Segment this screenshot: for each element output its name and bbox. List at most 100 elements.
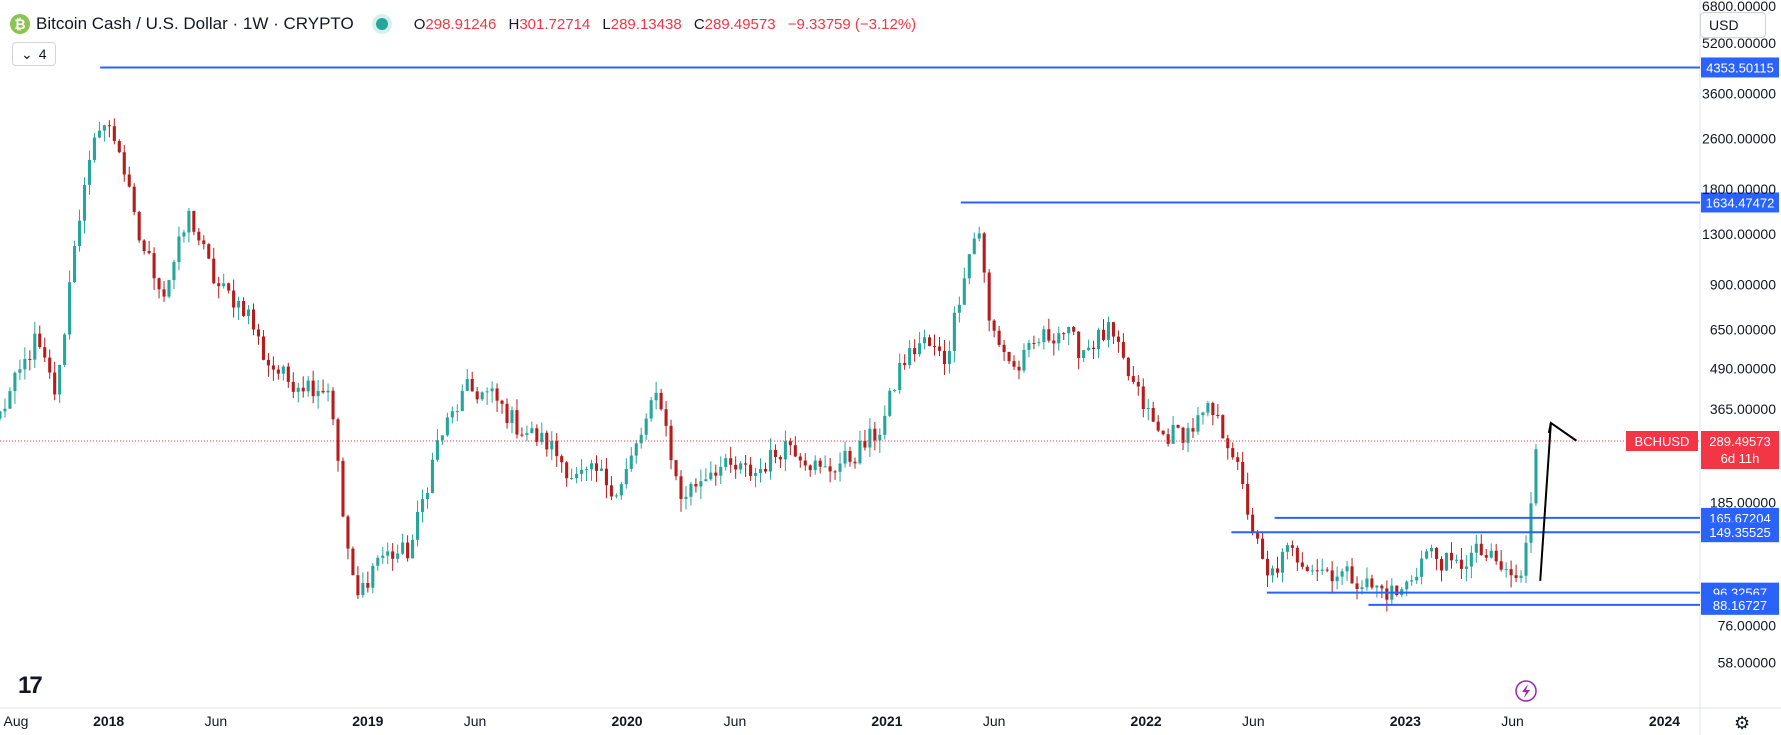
candle-body	[1231, 448, 1235, 458]
candle-body	[585, 469, 589, 471]
time-tick-label: Jun	[205, 713, 228, 729]
candle-body	[768, 449, 773, 472]
candle-body	[1241, 461, 1245, 485]
level-price-tag	[1701, 594, 1779, 615]
price-tick-label: 58.00000	[1718, 655, 1777, 671]
last-price-line: BCHUSD 289.49573 6d 11h	[0, 430, 1779, 469]
candle-body	[1360, 587, 1364, 590]
candle-body	[58, 364, 62, 395]
candle-body	[460, 390, 464, 412]
candle-body	[1072, 326, 1076, 332]
candle-body	[684, 496, 688, 499]
candle-body	[1300, 562, 1304, 567]
candle-body	[107, 125, 111, 127]
candle-body	[664, 409, 668, 426]
candle-body	[1330, 570, 1334, 582]
candle-body	[833, 471, 837, 473]
candle-body	[873, 428, 877, 441]
candle-body	[1151, 408, 1155, 422]
candle-body	[232, 290, 236, 308]
candle-body	[227, 283, 231, 291]
price-tick-label: 2600.00000	[1702, 130, 1776, 146]
candle-body	[1186, 428, 1190, 443]
candle-body	[863, 440, 867, 448]
candle-body	[1469, 552, 1473, 567]
candle-body	[97, 130, 101, 138]
candle-body	[932, 345, 937, 347]
candle-body	[1156, 421, 1160, 431]
level-price-tag	[1701, 522, 1779, 543]
candle-body	[1206, 403, 1210, 413]
candle-body	[505, 403, 509, 424]
candle-body	[1310, 570, 1314, 572]
candle-body	[485, 391, 489, 393]
candle-body	[147, 250, 151, 254]
candle-body	[908, 348, 912, 366]
candle-body	[1459, 559, 1463, 569]
time-axis: Aug 2018 Jun 2019 Jun 2020 Jun 2021 Jun 2022 Jun 20…	[4, 713, 1681, 729]
candle-body	[1295, 547, 1299, 563]
candle-body	[709, 472, 713, 480]
candle-body	[102, 125, 106, 131]
candle-body	[1509, 569, 1513, 576]
symbol-title[interactable]: Bitcoin Cash / U.S. Dollar · 1W · CRYPTO	[36, 14, 354, 33]
market-status-icon[interactable]	[375, 18, 388, 30]
time-tick-label: Jun	[724, 713, 747, 729]
candle-body	[157, 278, 161, 290]
candle-body	[1002, 344, 1006, 353]
candle-body	[381, 555, 385, 558]
level-price-label: 1634.47472	[1706, 195, 1775, 210]
candle-body	[1454, 559, 1458, 561]
candle-body	[1395, 585, 1399, 596]
candle-body	[818, 460, 822, 467]
candle-body	[77, 220, 82, 247]
candle-body	[1275, 568, 1280, 573]
gear-icon[interactable]: ⚙	[1734, 713, 1751, 733]
price-tick-label: 3600.00000	[1702, 86, 1776, 102]
indicators-toggle[interactable]: ⌄ 4	[12, 42, 56, 66]
candle-body	[490, 388, 494, 392]
candle-body	[1106, 322, 1111, 340]
lightning-bolt-icon	[1522, 684, 1531, 698]
candle-body	[281, 366, 285, 374]
candle-body	[425, 492, 430, 500]
price-tick-label: 490.00000	[1710, 360, 1776, 376]
candle-body	[878, 434, 882, 441]
candle-body	[301, 387, 305, 392]
candle-body	[386, 551, 390, 556]
candle-body	[1251, 514, 1255, 532]
candle-body	[1012, 361, 1016, 367]
candle-body	[1435, 547, 1439, 559]
candle-body	[1146, 408, 1150, 410]
candle-body	[1355, 583, 1359, 590]
candle-body	[321, 390, 325, 393]
candle-body	[336, 419, 340, 461]
candle-body	[694, 483, 698, 487]
candle-body	[1420, 558, 1424, 577]
change-value: −9.33759 (−3.12%)	[787, 15, 917, 33]
candle-body	[1270, 568, 1275, 576]
candle-body	[629, 455, 633, 469]
candle-body	[560, 456, 564, 463]
price-tick-label: 1300.00000	[1702, 226, 1776, 242]
time-tick-label: 2021	[871, 713, 902, 729]
candle-body	[724, 458, 728, 467]
price-tick-label: 650.00000	[1710, 322, 1776, 338]
candle-body	[550, 440, 554, 450]
candle-body	[1430, 547, 1434, 552]
candle-body	[619, 484, 623, 496]
indicators-count: 4	[38, 46, 47, 62]
tradingview-logo[interactable]: 17	[18, 672, 43, 699]
candle-body	[957, 304, 961, 313]
candle-body	[510, 410, 514, 424]
candle-body	[1305, 566, 1309, 572]
candle-body	[1027, 342, 1031, 350]
projection-arrow-head	[1547, 421, 1578, 442]
candle-body	[401, 542, 405, 554]
candle-body	[1529, 503, 1533, 543]
candle-body	[937, 346, 942, 351]
candle-body	[729, 458, 733, 465]
time-tick-label: Jun	[1501, 713, 1524, 729]
currency-selector[interactable]: USD	[1700, 12, 1766, 38]
